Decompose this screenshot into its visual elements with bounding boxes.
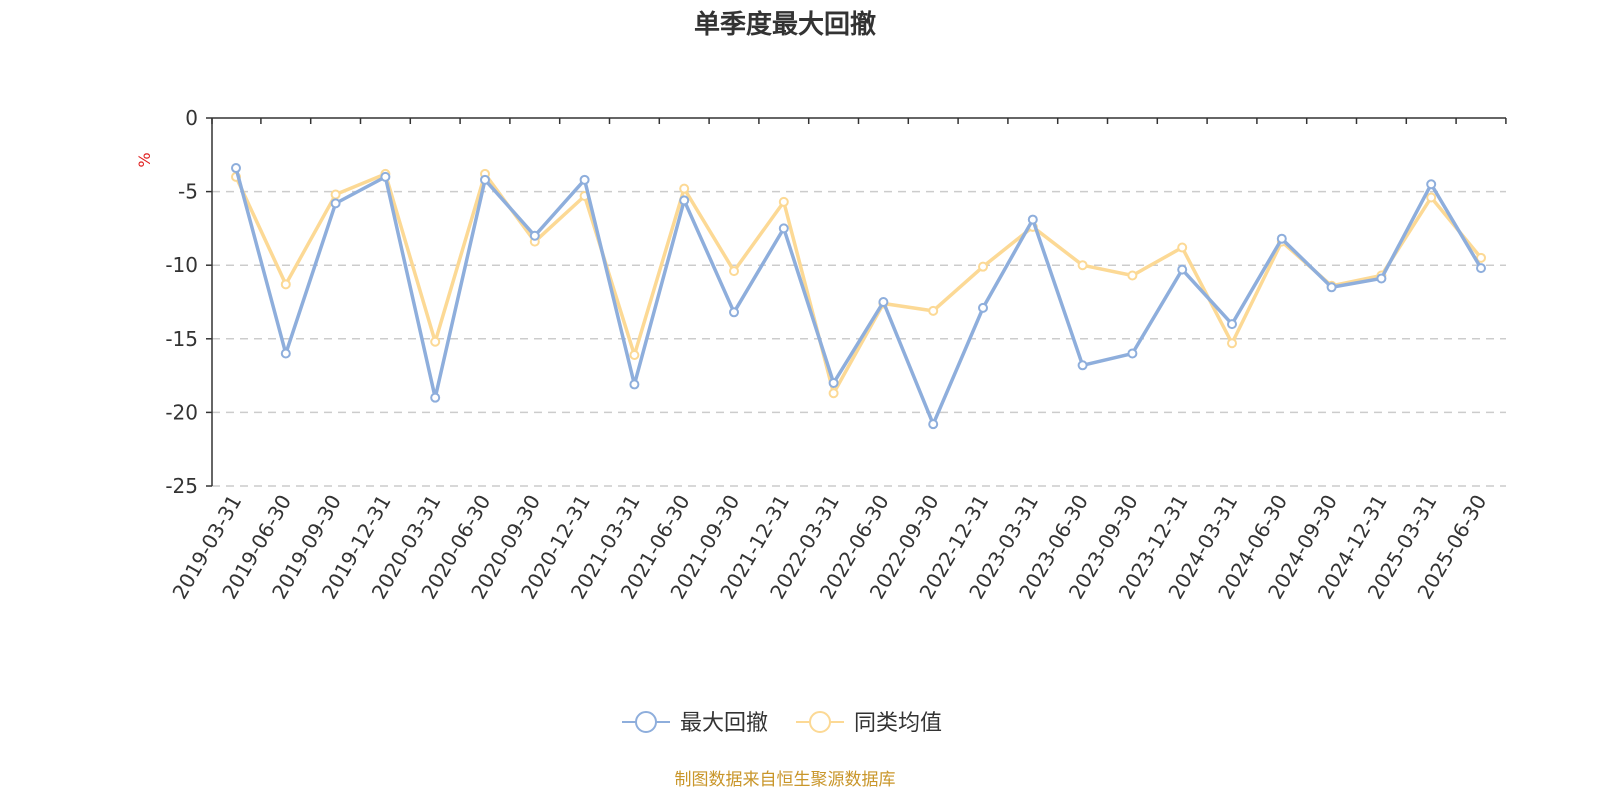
data-point[interactable] <box>430 336 441 347</box>
legend-item-max-drawdown[interactable]: 最大回撤 <box>622 711 768 736</box>
data-point[interactable] <box>1476 252 1486 263</box>
y-axis-unit: % <box>135 152 154 167</box>
y-tick-label: -10 <box>165 253 198 277</box>
data-point[interactable] <box>828 377 839 388</box>
data-point[interactable] <box>330 198 341 209</box>
y-axis-tick-labels: 0 -5 -10 -15 -20 -25 <box>165 106 212 498</box>
legend-circle-icon <box>635 711 657 733</box>
axes <box>211 117 1507 486</box>
data-point[interactable] <box>231 163 241 174</box>
y-tick-label: 0 <box>185 106 198 130</box>
data-point[interactable] <box>1127 270 1138 281</box>
y-tick-label: -5 <box>178 180 198 204</box>
series-line <box>234 172 1483 396</box>
data-point[interactable] <box>1077 260 1088 271</box>
data-point[interactable] <box>529 230 540 241</box>
series-line <box>234 167 1483 426</box>
data-point[interactable] <box>1177 264 1188 275</box>
data-point[interactable] <box>1276 233 1287 244</box>
data-point[interactable] <box>928 419 939 430</box>
legend-label: 最大回撤 <box>680 711 768 736</box>
data-point[interactable] <box>1227 319 1237 330</box>
data-point[interactable] <box>1476 263 1486 274</box>
data-point[interactable] <box>330 189 341 200</box>
data-point[interactable] <box>1127 348 1138 359</box>
data-point[interactable] <box>679 183 690 194</box>
data-point[interactable] <box>1177 242 1188 253</box>
data-point[interactable] <box>1027 214 1038 225</box>
data-point[interactable] <box>280 348 291 359</box>
legend-item-peer-average[interactable]: 同类均值 <box>796 711 942 736</box>
x-axis-tick-labels: 2019-03-312019-06-302019-09-302019-12-31… <box>167 490 1491 603</box>
data-point[interactable] <box>430 392 441 403</box>
data-point[interactable] <box>978 302 988 313</box>
data-point[interactable] <box>729 307 739 318</box>
data-point[interactable] <box>280 279 291 290</box>
data-point[interactable] <box>1376 273 1387 284</box>
data-point[interactable] <box>778 196 789 207</box>
data-point[interactable] <box>729 266 739 277</box>
data-point[interactable] <box>1077 360 1088 371</box>
data-point[interactable] <box>978 261 988 272</box>
data-point[interactable] <box>828 388 839 399</box>
data-point[interactable] <box>480 174 490 185</box>
y-tick-label: -25 <box>165 474 198 498</box>
data-point[interactable] <box>629 379 640 390</box>
series-max-drawdown <box>231 163 1486 430</box>
series-group <box>231 163 1486 430</box>
series-peer-average <box>231 168 1486 399</box>
legend-label: 同类均值 <box>854 711 942 736</box>
data-point[interactable] <box>579 174 590 185</box>
data-point[interactable] <box>1326 282 1337 293</box>
legend-circle-icon <box>809 711 831 733</box>
y-tick-label: -20 <box>165 400 198 424</box>
data-point[interactable] <box>878 297 889 307</box>
data-point[interactable] <box>778 223 789 234</box>
data-point[interactable] <box>679 195 690 206</box>
legend[interactable]: 最大回撤 同类均值 <box>622 711 942 736</box>
data-point[interactable] <box>928 305 939 316</box>
data-point[interactable] <box>629 349 640 360</box>
data-point[interactable] <box>1227 338 1237 349</box>
data-point[interactable] <box>1426 179 1437 190</box>
chart-title: 单季度最大回撤 <box>694 9 876 40</box>
data-point[interactable] <box>380 171 391 182</box>
y-tick-label: -15 <box>165 327 198 351</box>
data-point[interactable] <box>1426 192 1437 203</box>
data-source-note: 制图数据来自恒生聚源数据库 <box>675 770 896 790</box>
